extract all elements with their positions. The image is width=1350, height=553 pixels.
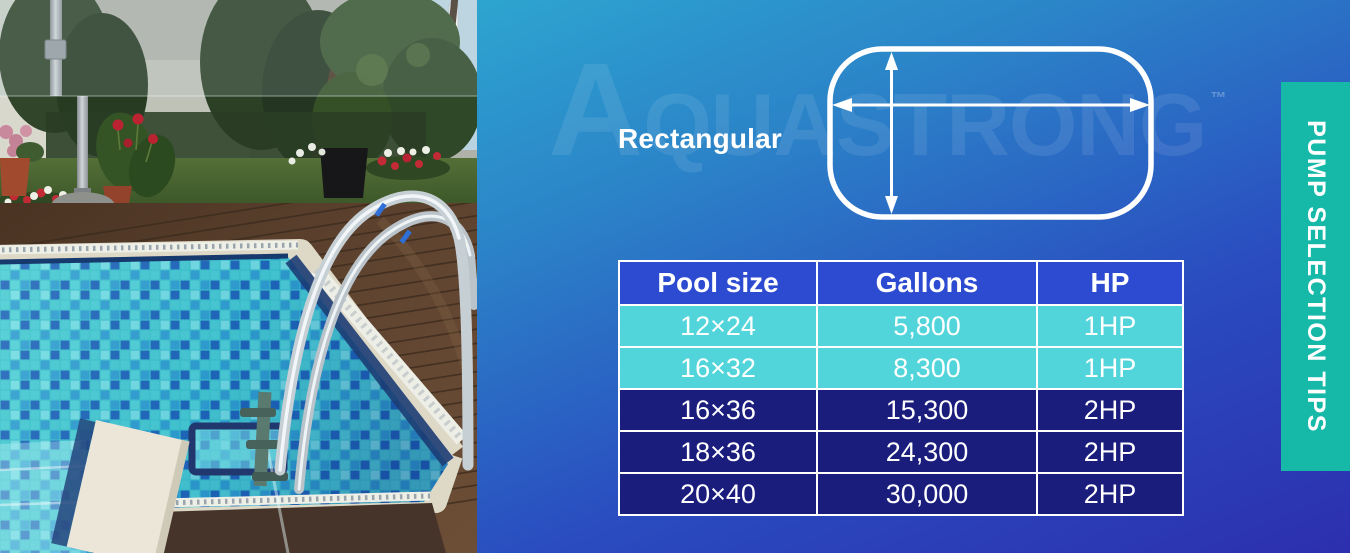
hp-cell: 2HP — [1036, 472, 1184, 516]
column-header-hp: HP — [1036, 260, 1184, 306]
table-row: 18×36 24,300 2HP — [618, 430, 1184, 474]
table-row: 20×40 30,000 2HP — [618, 472, 1184, 516]
width-arrow — [885, 52, 898, 214]
banner-label: PUMP SELECTION TIPS — [1302, 120, 1330, 433]
table-row: 12×24 5,800 1HP — [618, 304, 1184, 348]
pool-size-cell: 20×40 — [618, 472, 818, 516]
step-slab — [51, 418, 190, 553]
gallons-cell: 24,300 — [816, 430, 1038, 474]
gallons-cell: 5,800 — [816, 304, 1038, 348]
hp-cell: 1HP — [1036, 346, 1184, 390]
column-header-gallons: Gallons — [816, 260, 1038, 306]
pool-outline — [827, 46, 1154, 220]
brand-watermark-initial: A — [548, 36, 644, 183]
hp-cell: 2HP — [1036, 430, 1184, 474]
pool-size-cell: 16×32 — [618, 346, 818, 390]
pool-size-cell: 18×36 — [618, 430, 818, 474]
gallons-cell: 30,000 — [816, 472, 1038, 516]
pool-size-table: Pool size Gallons HP 12×24 5,800 1HP 16×… — [618, 260, 1184, 516]
pool-size-cell: 12×24 — [618, 304, 818, 348]
hp-cell: 1HP — [1036, 304, 1184, 348]
table-header-row: Pool size Gallons HP — [618, 260, 1184, 306]
gallons-cell: 15,300 — [816, 388, 1038, 432]
rectangular-pool-diagram — [827, 46, 1154, 220]
pool-size-cell: 16×36 — [618, 388, 818, 432]
table-row: 16×32 8,300 1HP — [618, 346, 1184, 390]
length-arrow — [832, 98, 1150, 112]
trademark-symbol: ™ — [1210, 90, 1227, 107]
hp-cell: 2HP — [1036, 388, 1184, 432]
gallons-cell: 8,300 — [816, 346, 1038, 390]
column-header-pool-size: Pool size — [618, 260, 818, 306]
pump-selection-tips-banner: PUMP SELECTION TIPS — [1281, 82, 1350, 471]
shape-label: Rectangular — [618, 123, 783, 154]
pool-ladder — [240, 190, 477, 553]
table-row: 16×36 15,300 2HP — [618, 388, 1184, 432]
pool-photo — [0, 0, 477, 553]
pool-coping — [0, 239, 468, 519]
